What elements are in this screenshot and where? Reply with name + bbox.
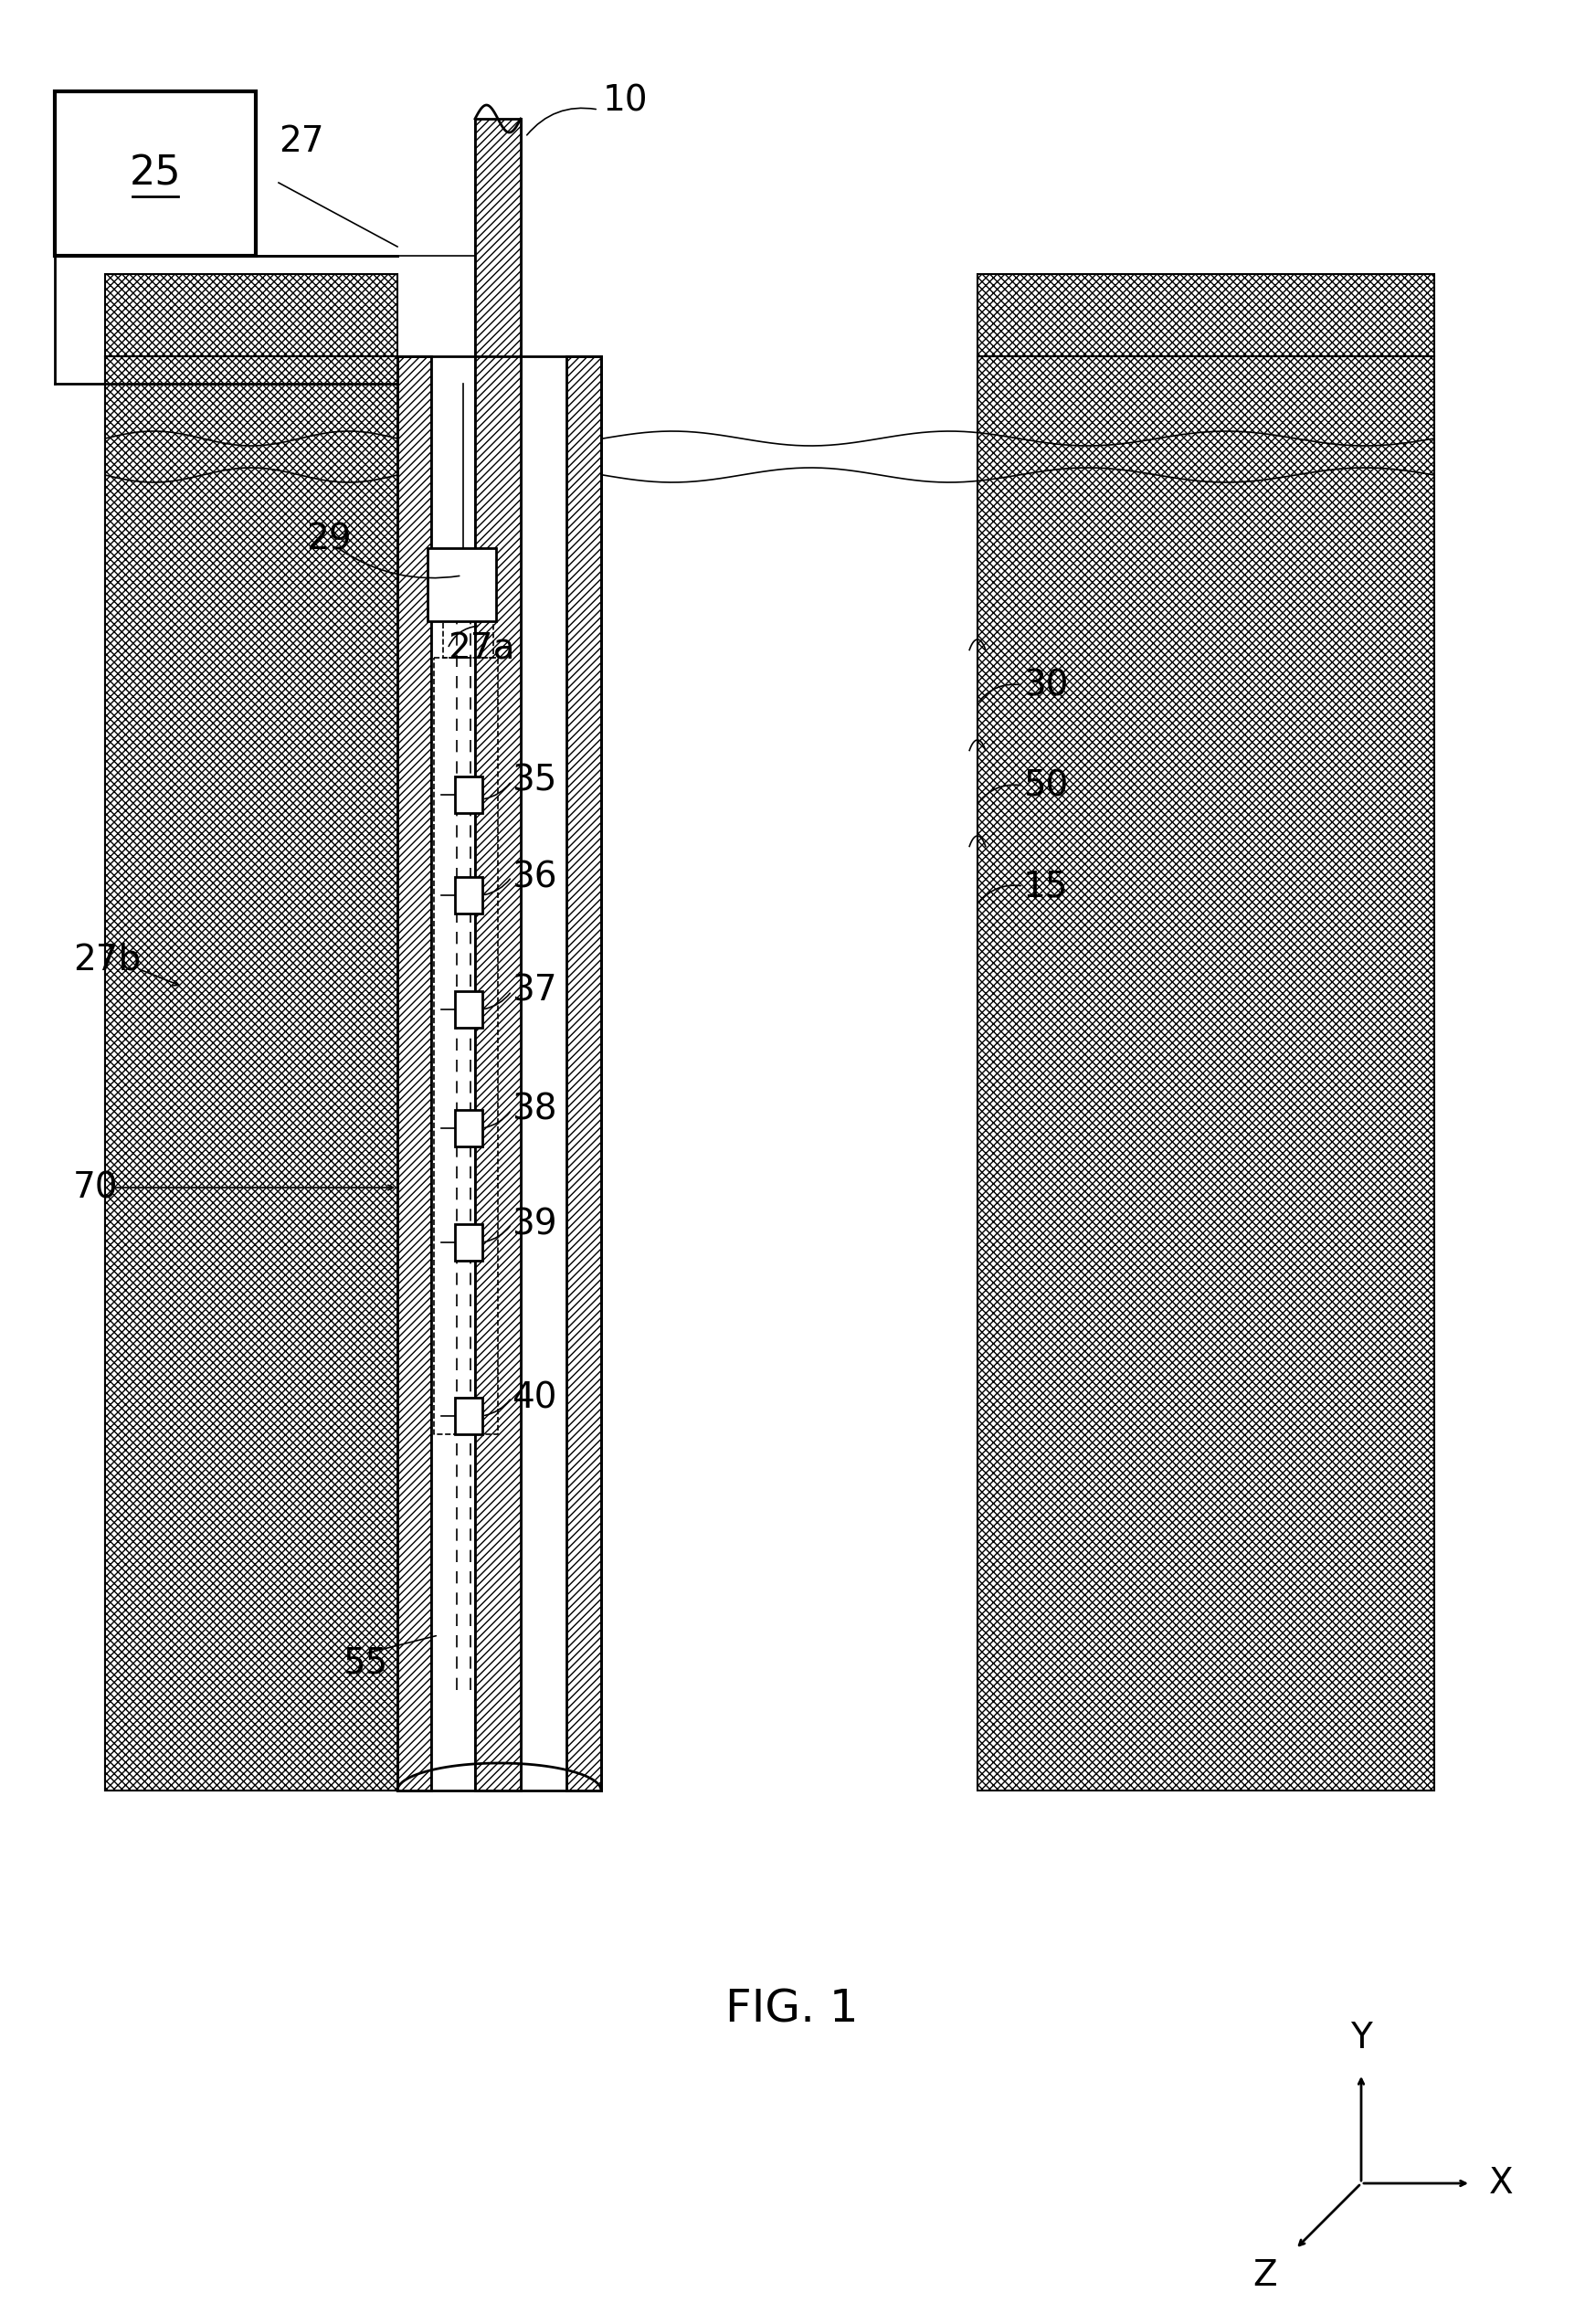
Text: Z: Z: [1252, 2259, 1278, 2294]
Text: 55: 55: [342, 1645, 388, 1680]
Bar: [431, 356, 566, 1789]
Text: 10: 10: [602, 84, 648, 119]
Bar: [978, 274, 1434, 356]
Bar: [55, 91, 255, 256]
Bar: [428, 548, 496, 621]
Text: 25: 25: [130, 153, 181, 193]
Text: 38: 38: [512, 1092, 556, 1127]
Bar: [566, 356, 601, 1789]
Bar: [455, 1111, 482, 1146]
Bar: [455, 990, 482, 1027]
Text: 36: 36: [512, 860, 556, 895]
Bar: [398, 356, 431, 1789]
Text: 35: 35: [512, 765, 556, 799]
Bar: [455, 1225, 482, 1260]
Bar: [105, 274, 398, 356]
Text: 30: 30: [1024, 667, 1068, 702]
Bar: [455, 1397, 482, 1434]
Text: 27b: 27b: [73, 941, 141, 976]
Text: X: X: [1488, 2166, 1514, 2201]
Bar: [455, 776, 482, 813]
Text: 70: 70: [73, 1171, 119, 1204]
Text: 15: 15: [1024, 869, 1068, 904]
Text: 37: 37: [512, 974, 556, 1009]
Text: 40: 40: [512, 1380, 556, 1415]
Bar: [455, 876, 482, 913]
Bar: [105, 356, 398, 1789]
Text: Y: Y: [1350, 2020, 1373, 2054]
Text: 29: 29: [306, 521, 352, 555]
Bar: [978, 356, 1434, 1789]
Text: 50: 50: [1024, 769, 1068, 804]
Text: 27: 27: [279, 123, 323, 158]
Bar: [476, 119, 521, 1789]
Text: FIG. 1: FIG. 1: [726, 1987, 859, 2031]
Text: 39: 39: [512, 1206, 556, 1241]
Bar: [105, 356, 398, 1789]
Text: 27a: 27a: [447, 632, 515, 667]
